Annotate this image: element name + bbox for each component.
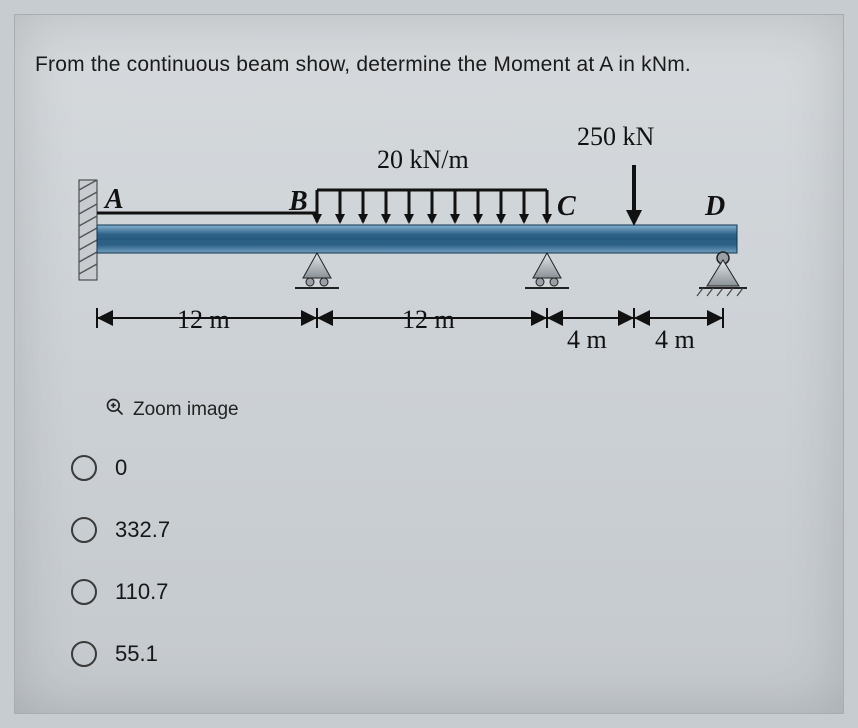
pin-support-D [697,252,747,296]
beam-diagram: A B C D 20 kN/m 250 kN 12 m 12 m 4 m 4 m [77,110,777,370]
support-fixed-A [79,180,97,280]
dim-AB: 12 m [177,305,230,334]
zoom-image-button[interactable]: Zoom image [105,397,239,423]
dim-mid-D: 4 m [655,325,695,354]
option-label: 0 [115,455,127,481]
point-load [626,165,642,226]
question-text: From the continuous beam show, determine… [35,53,691,77]
label-B: B [288,186,308,217]
answer-options: 0 332.7 110.7 55.1 [71,455,170,667]
label-D: D [704,191,725,222]
distributed-load-label: 20 kN/m [377,145,469,174]
dim-C-mid: 4 m [567,325,607,354]
label-A: A [103,184,124,215]
zoom-label: Zoom image [133,399,239,421]
zoom-icon [105,397,125,423]
roller-support-C [525,253,569,288]
option-0[interactable]: 0 [71,455,170,481]
point-load-label: 250 kN [577,122,655,151]
option-label: 110.7 [115,579,168,605]
radio-icon [71,517,97,543]
radio-icon [71,641,97,667]
option-label: 332.7 [115,517,170,543]
option-3[interactable]: 55.1 [71,641,170,667]
label-C: C [557,191,576,222]
distributed-load [312,190,552,224]
roller-support-B [295,253,339,288]
option-1[interactable]: 332.7 [71,517,170,543]
option-2[interactable]: 110.7 [71,579,170,605]
radio-icon [71,579,97,605]
radio-icon [71,455,97,481]
option-label: 55.1 [115,641,158,667]
dim-BC: 12 m [402,305,455,334]
question-card: From the continuous beam show, determine… [14,14,844,714]
